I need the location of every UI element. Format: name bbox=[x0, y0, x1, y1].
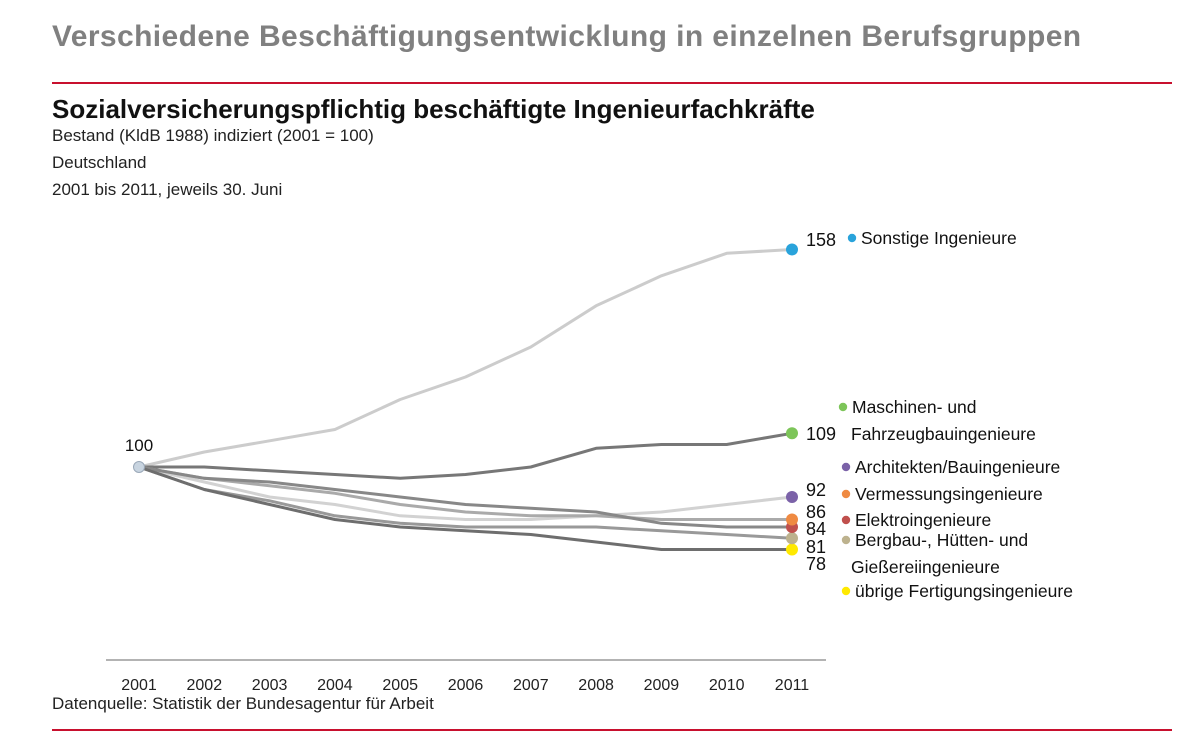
legend-label-2-line-1: Maschinen- und bbox=[852, 397, 977, 417]
x-tick-label-2001: 2001 bbox=[121, 677, 157, 694]
legend-label-1: Sonstige Ingenieure bbox=[861, 228, 1017, 248]
end-value-label-2: 109 bbox=[806, 424, 836, 444]
x-tick-label-2010: 2010 bbox=[709, 677, 745, 694]
series-line-3 bbox=[137, 465, 794, 521]
end-value-label-7: 78 bbox=[806, 554, 826, 574]
legend-label-6-line-1: Bergbau-, Hütten- und bbox=[855, 530, 1028, 550]
legend-label-5: Elektroingenieure bbox=[855, 510, 991, 530]
end-point-marker-4 bbox=[786, 513, 798, 526]
chart-subtitle-index: Bestand (KldB 1988) indiziert (2001 = 10… bbox=[52, 126, 374, 145]
legend-marker-3 bbox=[841, 462, 851, 472]
series-line-6 bbox=[137, 465, 794, 540]
legend-label-6-line-2: Gießereiingenieure bbox=[851, 557, 1000, 577]
end-value-label-3: 92 bbox=[806, 480, 826, 500]
top-divider bbox=[52, 82, 1172, 84]
start-value-label: 100 bbox=[125, 436, 153, 455]
legend-marker-2 bbox=[838, 402, 848, 412]
end-value-label-5: 84 bbox=[806, 519, 826, 539]
bottom-divider bbox=[52, 729, 1172, 731]
legend-marker-5 bbox=[841, 515, 851, 525]
x-tick-label-2011: 2011 bbox=[775, 677, 810, 694]
x-tick-label-2008: 2008 bbox=[578, 677, 614, 694]
series-line-7 bbox=[137, 465, 794, 551]
data-source: Datenquelle: Statistik der Bundesagentur… bbox=[52, 694, 434, 713]
legend-marker-7 bbox=[841, 586, 851, 596]
page-header-title: Verschiedene Beschäftigungsentwicklung i… bbox=[52, 20, 1082, 53]
end-point-marker-2 bbox=[786, 427, 798, 440]
chart-subtitle-period: 2001 bis 2011, jeweils 30. Juni bbox=[52, 180, 283, 199]
x-tick-label-2002: 2002 bbox=[187, 677, 223, 694]
legend-marker-6 bbox=[841, 535, 851, 545]
x-tick-label-2005: 2005 bbox=[382, 677, 418, 694]
chart-title: Sozialversicherungspflichtig beschäftigt… bbox=[52, 94, 815, 124]
legend-marker-1 bbox=[847, 233, 857, 243]
series-line-1 bbox=[137, 248, 794, 469]
x-tick-label-2004: 2004 bbox=[317, 677, 353, 694]
end-value-label-6: 81 bbox=[806, 537, 826, 557]
legend-marker-4 bbox=[841, 489, 851, 499]
end-point-marker-6 bbox=[786, 532, 798, 545]
series-line-4 bbox=[137, 465, 794, 521]
start-point-marker bbox=[133, 461, 145, 473]
end-point-marker-1 bbox=[786, 243, 798, 256]
end-value-label-1: 158 bbox=[806, 230, 836, 250]
end-point-marker-3 bbox=[786, 491, 798, 503]
series-line-5 bbox=[137, 465, 794, 529]
legend-label-2-line-2: Fahrzeugbauingenieure bbox=[851, 424, 1036, 444]
end-point-marker-7 bbox=[786, 543, 798, 556]
x-tick-label-2006: 2006 bbox=[448, 677, 484, 694]
chart-subtitle-region: Deutschland bbox=[52, 153, 147, 172]
end-value-label-4: 86 bbox=[806, 502, 826, 522]
legend-label-7: übrige Fertigungsingenieure bbox=[855, 581, 1073, 601]
x-tick-label-2003: 2003 bbox=[252, 677, 288, 694]
legend-label-3: Architekten/Bauingenieure bbox=[855, 457, 1060, 477]
series-line-2 bbox=[137, 431, 794, 480]
x-tick-label-2009: 2009 bbox=[644, 677, 680, 694]
x-tick-label-2007: 2007 bbox=[513, 677, 549, 694]
legend-label-4: Vermessungsingenieure bbox=[855, 484, 1043, 504]
